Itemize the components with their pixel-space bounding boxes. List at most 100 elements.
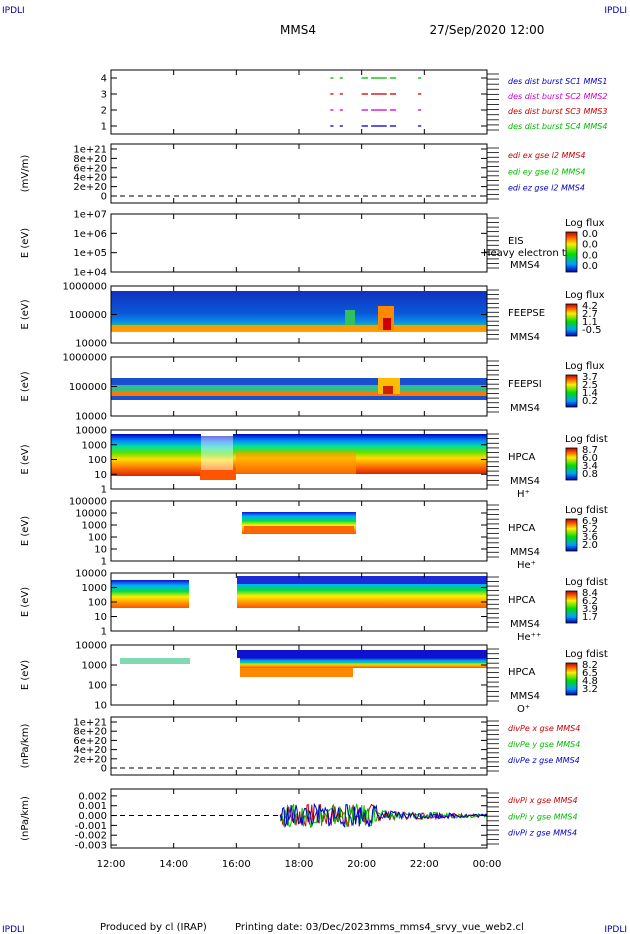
colorbar-tick-label: 0.0 [582,250,598,261]
colorbar [565,662,578,696]
y-tick-label: 10 [94,612,107,623]
legend-entry: divPe z gse MMS4 [508,756,580,765]
species-label: He⁺ [517,560,536,571]
spectrogram-fills [111,291,487,677]
colorbar-tick-label: 6.5 [582,668,598,679]
legend-entry: edi ez gse l2 MMS4 [508,184,585,193]
hpca-h-warm [236,452,356,474]
y-tick-label: 10 [94,470,107,481]
colorbar-tick-label: 8.7 [582,445,598,456]
y-tick-label: 8e+20 [73,154,107,165]
colorbar-title: Log fdist [565,577,608,588]
y-tick-label: 1e+06 [73,229,107,240]
y-tick-label: 2e+20 [73,182,107,193]
panel-divpi [279,802,488,829]
feepsi-orange-band [111,391,487,396]
y-tick-label: 10000 [75,426,107,437]
y-tick-label: 10000 [75,509,107,520]
colorbar-title: Log flux [565,290,605,301]
y-tick-label: 0.000 [78,811,107,822]
panels-group [279,77,488,829]
y-tick-label: 1000 [82,583,107,594]
y-tick-label: 4 [101,74,107,85]
y-tick-label: 1e+21 [73,145,107,156]
colorbar-tick-label: 0.8 [582,469,598,480]
y-tick-label: 4e+20 [73,745,107,756]
colorbar [565,590,578,624]
overlay-note: Heavy electron to [483,248,572,259]
colorbar-tick-label: 2.7 [582,309,598,320]
y-axis-label: (mV/m) [20,155,31,193]
colorbar [565,303,578,337]
y-tick-label: 100 [88,533,107,544]
y-axis-label: (nPa/km) [20,796,31,841]
colorbar-tick-label: 8.4 [582,588,598,599]
colorbar [565,231,578,273]
x-tick-label: 18:00 [285,859,314,870]
panel-feepsi-frame-group: 1000000 100000 10000 E (eV) FEEPSI MMS4 Log fl… [20,353,605,423]
panel-frame [110,143,488,204]
y-tick-label: 1e+05 [73,248,107,259]
legend-entry: des dist burst SC2 MMS2 [508,92,607,101]
colorbar-tick-label: 2.0 [582,540,598,551]
spacecraft-label: MMS4 [510,260,540,271]
y-tick-label: 0.002 [78,791,107,802]
spacecraft-label: MMS4 [510,547,540,558]
y-tick-label: 6e+20 [73,736,107,747]
y-tick-label: 0 [101,192,107,203]
y-tick-label: 0.001 [78,801,107,812]
species-label: O⁺ [517,704,530,715]
colorbar-tick-label: 3.9 [582,604,598,615]
y-axis-label: E (eV) [20,660,31,690]
divpi-trace [279,802,488,829]
legend-entry: edi ex gse l2 MMS4 [508,151,586,160]
corner-label-bottom-left: IPDLI [2,925,25,934]
colorbar [565,447,578,481]
x-tick-label: 12:00 [97,859,126,870]
legend-entry: des dist burst SC1 MMS1 [508,77,607,86]
hpca-o-top [237,650,487,658]
y-tick-label: 1 [101,557,107,568]
colorbar-title: Log fdist [565,505,608,516]
y-tick-label: 100000 [69,382,107,393]
y-tick-label: 10000 [75,569,107,580]
y-tick-label: 1000000 [62,353,107,364]
hpca-h-low-orange [200,470,236,480]
colorbar-tick-label: 4.8 [582,676,598,687]
divpi-trace [279,802,488,828]
corner-label-bottom-right: IPDLI [604,925,627,934]
spacecraft-label: MMS4 [510,332,540,343]
legend-entry: edi ey gse l2 MMS4 [508,167,586,176]
y-tick-label: 4e+20 [73,173,107,184]
overlay-group: 1 2 3 4 des dist burst SC1 MMS1 des dist burs… [20,69,608,870]
feepsi-green-band [111,385,487,391]
y-tick-label: 1000000 [62,282,107,293]
y-tick-label: 1e+21 [73,718,107,729]
y-tick-label: 2e+20 [73,754,107,765]
feepse-orange-band [111,325,487,331]
colorbar-tick-label: 6.9 [582,516,598,527]
panel-hpca_he2-frame-group: 10000 1000 100 10 1 E (eV) HPCA MMS4 He⁺⁺ Log fdi… [20,569,608,644]
feepse-green-patch [345,310,355,325]
colorbar-tick-label: 1.7 [582,612,598,623]
y-tick-label: 1000 [82,440,107,451]
colorbar-tick-label: 0.0 [582,240,598,251]
y-tick-label: 6e+20 [73,163,107,174]
colorbar-tick-label: 2.5 [582,380,598,391]
hpca-he2-blue-top [237,576,487,584]
x-tick-label: 00:00 [473,859,502,870]
y-axis-label: E (eV) [20,587,31,617]
colorbar-tick-label: 6.0 [582,453,598,464]
y-axis-label: E (eV) [20,299,31,329]
x-tick-label: 14:00 [159,859,188,870]
y-tick-label: 100 [88,681,107,692]
title-datetime: 27/Sep/2020 12:00 [430,23,545,37]
y-tick-label: 1e+07 [73,210,107,221]
hpca-he1-low [244,526,354,533]
y-tick-label: 10 [94,701,107,712]
hpca-o-low [240,668,353,677]
